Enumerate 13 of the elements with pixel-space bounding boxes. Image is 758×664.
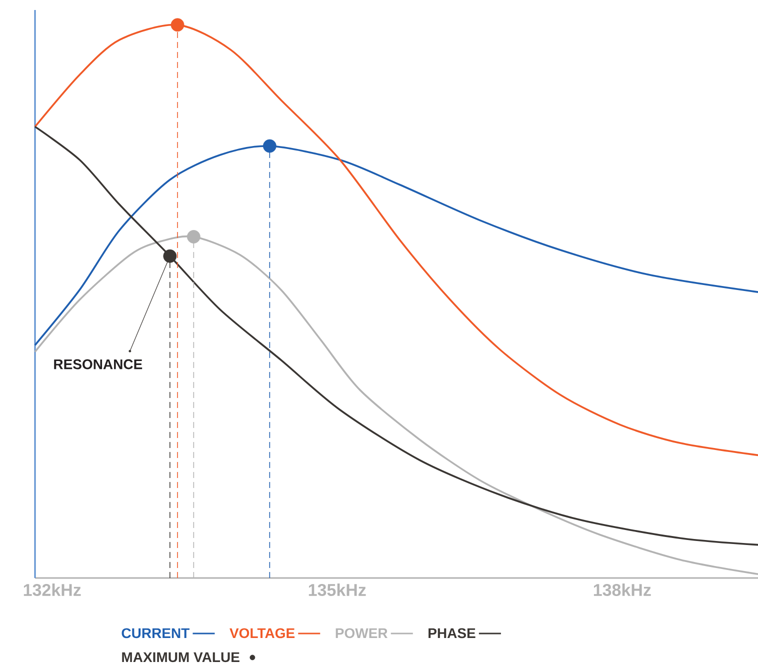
x-tick-label: 132kHz <box>24 584 81 596</box>
legend-label: PHASE <box>428 628 476 638</box>
legend-label: MAXIMUM VALUE <box>122 652 240 662</box>
point <box>262 139 276 153</box>
legend-label: POWER <box>336 628 388 638</box>
legend-label: CURRENT <box>122 628 190 638</box>
legend-label: VOLTAGE <box>230 628 295 638</box>
point <box>186 230 200 244</box>
x-tick-label: 138kHz <box>594 584 651 596</box>
point <box>170 18 184 32</box>
annotation: RESONANCE <box>54 359 142 370</box>
point <box>163 249 177 263</box>
x-tick-label: 135kHz <box>308 584 366 596</box>
